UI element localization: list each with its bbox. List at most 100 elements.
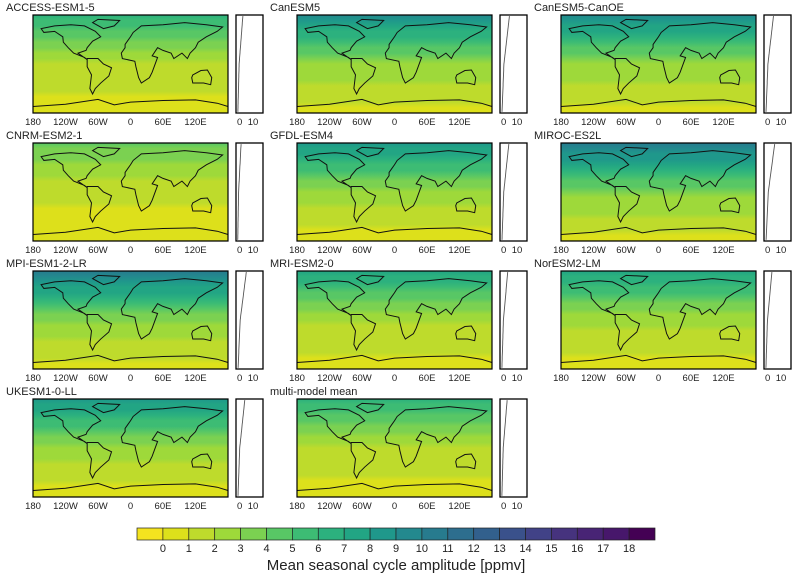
profile-tick-label: 10 xyxy=(247,373,259,384)
colorbar-tick-label: 7 xyxy=(341,543,348,555)
lon-tick-label: 120W xyxy=(581,245,606,256)
profile-tick-label: 0 xyxy=(501,245,507,256)
coastline-antarctica xyxy=(33,355,228,362)
coastline-antarctica xyxy=(297,355,492,362)
lon-tick-label: 120W xyxy=(581,373,606,384)
lon-tick-label: 120E xyxy=(448,373,471,384)
lon-tick-label: 120W xyxy=(317,245,342,256)
profile-tick-label: 10 xyxy=(511,501,523,512)
map-frame xyxy=(33,143,228,241)
zonal-profile xyxy=(499,398,528,498)
profile-tick-label: 0 xyxy=(237,501,243,512)
lon-tick-label: 60E xyxy=(154,245,172,256)
lon-tick-label: 120E xyxy=(712,117,735,128)
colorbar-box xyxy=(292,527,319,541)
coastline xyxy=(615,187,639,222)
lon-tick-label: 0 xyxy=(127,373,134,384)
map-field xyxy=(297,399,492,497)
colorbar-tick-label: 0 xyxy=(159,543,166,555)
coastline xyxy=(87,187,111,222)
coastline xyxy=(569,153,629,188)
colorbar-tick-label: 3 xyxy=(237,543,244,555)
map-frame xyxy=(297,15,492,113)
colorbar-tick-label: 2 xyxy=(211,543,218,555)
coastline-antarctica xyxy=(561,227,756,234)
map-field xyxy=(33,271,228,369)
profile-tick-label: 0 xyxy=(765,117,771,128)
profile-tick-label: 0 xyxy=(765,373,771,384)
profile-frame xyxy=(499,142,528,242)
zonal-profile xyxy=(235,398,264,498)
zonal-profile xyxy=(235,14,264,114)
colorbar-tick-label: 8 xyxy=(367,543,374,555)
colorbar-tick-label: 12 xyxy=(467,543,480,555)
lon-tick-label: 120W xyxy=(53,117,78,128)
colorbar-box xyxy=(473,527,500,541)
lon-tick-label: 60E xyxy=(682,245,700,256)
coastline xyxy=(385,23,486,83)
zonal-profile xyxy=(235,270,264,370)
coastline-antarctica xyxy=(33,483,228,490)
lon-tick-label: 60W xyxy=(88,117,108,128)
profile-line xyxy=(237,400,246,496)
lon-tick-label: 120E xyxy=(184,245,207,256)
coastline xyxy=(456,198,476,213)
coastline xyxy=(93,275,120,284)
lon-tick-label: 0 xyxy=(127,501,134,512)
lon-tick-label: 0 xyxy=(391,373,398,384)
panel-title: multi-model mean xyxy=(270,386,358,398)
profile-tick-label: 10 xyxy=(247,117,259,128)
coastline xyxy=(621,147,648,156)
profile-line xyxy=(765,272,773,368)
lon-tick-label: 60E xyxy=(154,501,172,512)
map xyxy=(33,271,228,369)
lon-tick-label: 0 xyxy=(127,117,134,128)
coastline xyxy=(192,326,212,341)
lon-tick-label: 180 xyxy=(25,501,41,512)
panel-title: NorESM2-LM xyxy=(534,258,601,270)
colorbar-box xyxy=(317,527,345,541)
lon-tick-label: 120E xyxy=(712,373,735,384)
coastline-antarctica xyxy=(297,227,492,234)
colorbar-box xyxy=(369,527,397,541)
lon-tick-label: 60W xyxy=(88,245,108,256)
coastline xyxy=(121,23,222,83)
coastline xyxy=(41,153,101,188)
coastline xyxy=(720,70,740,85)
profile-line xyxy=(765,16,774,112)
lon-tick-label: 120W xyxy=(581,117,606,128)
coastline xyxy=(93,403,120,412)
coastline xyxy=(385,151,486,211)
colorbar-tick-label: 11 xyxy=(442,543,454,555)
coastline xyxy=(305,153,365,188)
lon-tick-label: 120E xyxy=(184,117,207,128)
lon-tick-label: 120W xyxy=(317,501,342,512)
coastline-antarctica xyxy=(33,227,228,234)
colorbar-label: Mean seasonal cycle amplitude [ppmv] xyxy=(266,557,526,574)
lon-tick-label: 180 xyxy=(25,373,41,384)
map-frame xyxy=(297,143,492,241)
coastline xyxy=(121,279,222,339)
coastline xyxy=(87,59,111,94)
map-field xyxy=(297,15,492,113)
profile-frame xyxy=(499,270,528,370)
lon-tick-label: 60W xyxy=(616,117,636,128)
map-field xyxy=(297,271,492,369)
lon-tick-label: 60E xyxy=(682,117,700,128)
lon-tick-label: 180 xyxy=(289,117,305,128)
map xyxy=(561,15,756,113)
panel-title: CanESM5-CanOE xyxy=(534,2,624,14)
profile-frame xyxy=(235,14,264,114)
profile-line xyxy=(501,144,510,240)
lon-tick-label: 180 xyxy=(25,117,41,128)
map-field xyxy=(561,271,756,369)
lon-tick-label: 120E xyxy=(448,117,471,128)
lon-tick-label: 60W xyxy=(352,373,372,384)
lon-tick-label: 120W xyxy=(317,373,342,384)
coastline xyxy=(41,409,101,444)
coastline xyxy=(385,279,486,339)
profile-tick-label: 0 xyxy=(501,373,507,384)
colorbar-box xyxy=(395,527,423,541)
panel-title: GFDL-ESM4 xyxy=(270,130,333,142)
